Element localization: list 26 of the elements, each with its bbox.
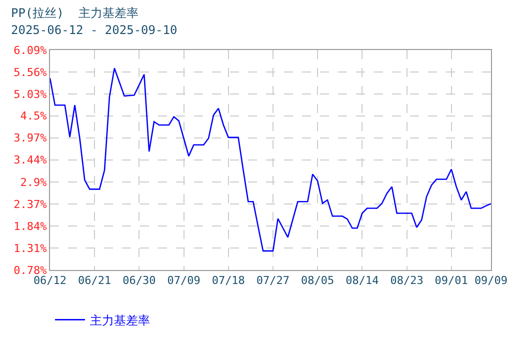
line-series [50, 68, 491, 252]
x-tick-label: 06/30 [122, 274, 156, 288]
x-tick-label: 06/12 [33, 274, 67, 288]
y-tick-label: 4.5% [20, 110, 48, 123]
x-tick-label: 08/14 [346, 274, 380, 288]
x-tick-label: 09/01 [434, 274, 468, 288]
legend-label: 主力基差率 [90, 313, 150, 328]
y-tick-label: 5.03% [14, 88, 48, 101]
chart-subtitle: 2025-06-12 - 2025-09-10 [11, 23, 178, 37]
y-tick-label: 5.56% [14, 66, 48, 79]
y-tick-label: 1.84% [14, 220, 48, 233]
y-tick-label: 6.09% [14, 44, 48, 57]
x-tick-label: 08/23 [390, 274, 424, 288]
x-tick-label: 06/21 [78, 274, 112, 288]
y-tick-label: 3.44% [14, 154, 48, 167]
x-tick-label: 07/09 [167, 274, 200, 288]
y-tick-label: 3.97% [14, 132, 48, 145]
y-tick-label: 1.31% [14, 242, 48, 255]
chart-title: PP(拉丝) 主力基差率 [11, 6, 138, 20]
y-tick-label: 0.78% [14, 264, 48, 277]
x-tick-label: 08/05 [301, 274, 334, 288]
y-tick-label: 2.9% [20, 176, 48, 190]
y-tick-label: 2.37% [14, 198, 48, 211]
x-tick-label: 09/09 [474, 274, 508, 288]
x-tick-label: 07/27 [256, 274, 290, 288]
x-tick-label: 07/18 [212, 274, 245, 288]
